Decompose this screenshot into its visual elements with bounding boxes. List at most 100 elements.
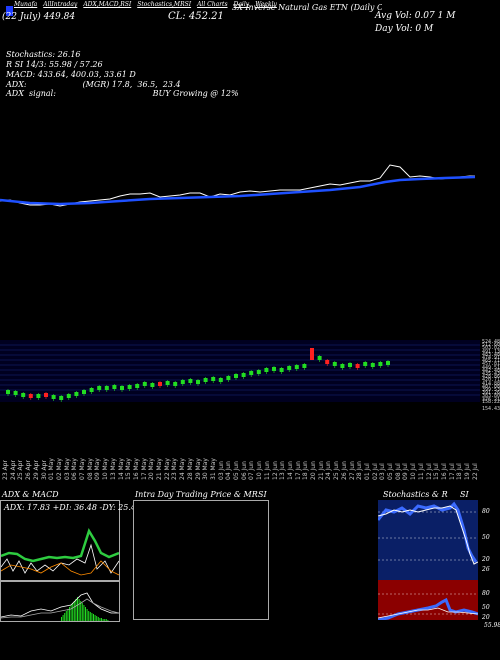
chart-legend-swatch bbox=[6, 6, 13, 16]
stochastics-panel bbox=[378, 500, 478, 580]
date-label: 04 Jun bbox=[225, 461, 233, 480]
nav-link-4[interactable]: All Charts bbox=[197, 1, 228, 8]
candle-body bbox=[363, 362, 368, 366]
candle-body bbox=[44, 393, 48, 397]
macd-bar bbox=[80, 601, 82, 621]
date-label: 15 Jul bbox=[433, 463, 441, 480]
adx-panel: ADX: 17.83 +DI: 36.48 -DY: 25.44 bbox=[0, 500, 141, 582]
candle-body bbox=[310, 348, 314, 360]
date-label: 30 Apr bbox=[40, 460, 48, 480]
candle-body bbox=[66, 394, 71, 398]
candle-body bbox=[6, 390, 10, 394]
date-label: 13 May bbox=[109, 458, 117, 480]
candle-body bbox=[180, 380, 185, 384]
candle-body bbox=[89, 388, 94, 392]
adx-line bbox=[1, 527, 119, 563]
candle-body bbox=[203, 378, 208, 382]
date-label: 29 May bbox=[194, 458, 202, 480]
macd-bar bbox=[69, 607, 70, 621]
stoch-title: Stochastics & R bbox=[383, 490, 448, 499]
date-label: 05 Jul bbox=[387, 463, 394, 480]
date-label: 21 Jun bbox=[317, 461, 325, 480]
candle-body bbox=[165, 381, 170, 385]
candle-body bbox=[74, 392, 79, 396]
date-label: 31 May bbox=[209, 458, 217, 480]
nav-link-2[interactable]: ADX,MACD,RSI bbox=[83, 1, 132, 8]
candle-body bbox=[272, 367, 276, 371]
candle-body bbox=[82, 390, 86, 394]
candle-body bbox=[302, 364, 307, 368]
date-label: 02 May bbox=[55, 458, 63, 480]
price-line-chart bbox=[0, 164, 476, 207]
date-label: 25 Apr bbox=[17, 460, 25, 480]
date-label: 23 Apr bbox=[2, 460, 9, 480]
rsi-label-80: 80 bbox=[482, 590, 490, 597]
date-label: 09 May bbox=[94, 458, 102, 480]
macd-bar bbox=[70, 605, 72, 621]
intraday-title: Intra Day Trading Price & MR bbox=[135, 490, 258, 499]
date-label: 17 Jul bbox=[448, 463, 456, 480]
date-label: 20 Jun bbox=[310, 461, 317, 480]
intraday-si: SI bbox=[258, 490, 267, 499]
close-price: CL: 452.21 bbox=[168, 11, 224, 22]
adx-value: ADX: (MGR) 17.8, 36.5, 23.4 bbox=[6, 80, 181, 89]
date-label: 21 May bbox=[156, 458, 163, 480]
date-label: 03 Jul bbox=[379, 463, 387, 480]
date-label: 27 Jun bbox=[348, 461, 356, 480]
date-label: 28 May bbox=[186, 458, 194, 480]
date-label: 01 May bbox=[48, 458, 56, 480]
macd-bar bbox=[89, 612, 91, 621]
stoch-label-current: 26 bbox=[482, 566, 490, 573]
stoch-d-line bbox=[378, 505, 478, 565]
rsi-label-50: 50 bbox=[482, 604, 490, 611]
nav-link-0[interactable]: Munafa bbox=[14, 1, 38, 8]
date-label: 26 Apr bbox=[25, 460, 33, 480]
candle-body bbox=[355, 364, 360, 368]
candle-body bbox=[104, 386, 109, 390]
nav-link-6[interactable]: Weekly bbox=[255, 1, 277, 8]
date-label: 15 May bbox=[125, 458, 133, 480]
nav-link-1[interactable]: AllIntraday bbox=[43, 1, 78, 8]
candle-body bbox=[226, 376, 231, 380]
macd-bar bbox=[99, 618, 101, 621]
macd-bar bbox=[91, 613, 93, 621]
chart-nav-links[interactable]: Munafa AllIntraday ADX,MACD,RSI Stochastics… bbox=[14, 1, 414, 11]
macd-bar bbox=[107, 620, 109, 621]
date-label: 22 Jul bbox=[471, 463, 479, 480]
intraday-panel bbox=[133, 500, 269, 620]
moving-average-line bbox=[0, 175, 476, 206]
macd-bar bbox=[61, 617, 62, 621]
rsi-label-current: 55.98 bbox=[484, 622, 500, 629]
macd-bar bbox=[81, 603, 83, 621]
nav-link-5[interactable]: Daily bbox=[233, 1, 250, 8]
date-label: 08 Jul bbox=[394, 463, 402, 480]
macd-bar bbox=[105, 619, 107, 621]
stoch-label-50: 50 bbox=[482, 534, 490, 541]
candle-body bbox=[13, 391, 18, 395]
candle-body bbox=[51, 395, 56, 399]
candles bbox=[6, 348, 390, 402]
date-label: 16 May bbox=[132, 458, 140, 480]
macd-bar bbox=[75, 599, 77, 621]
macd-bar bbox=[65, 611, 67, 621]
avg-volume: Avg Vol: 0.07 1 M bbox=[375, 11, 456, 21]
candle-body bbox=[150, 383, 155, 387]
date-label: 24 Apr bbox=[9, 460, 17, 480]
adx-signal: ADX signal: BUY Growing @ 12% bbox=[6, 89, 239, 98]
candle-body bbox=[173, 382, 178, 386]
stoch-k-line bbox=[378, 501, 478, 563]
candle-body bbox=[36, 394, 41, 398]
candle-body bbox=[127, 385, 132, 389]
date-label: 19 Jul bbox=[464, 463, 471, 480]
candle-body bbox=[135, 384, 140, 388]
macd-bar bbox=[73, 601, 75, 621]
price-line bbox=[0, 164, 475, 207]
macd-bar bbox=[77, 597, 78, 621]
nav-link-3[interactable]: Stochastics,MRSI bbox=[137, 1, 192, 8]
date-label: 12 Jun bbox=[271, 461, 279, 480]
date-label: 10 Jun bbox=[256, 461, 264, 480]
date-label: 28 Jun bbox=[356, 461, 364, 480]
macd-bar bbox=[101, 618, 102, 621]
date-label: 30 May bbox=[202, 458, 210, 480]
candle-body bbox=[294, 365, 299, 369]
